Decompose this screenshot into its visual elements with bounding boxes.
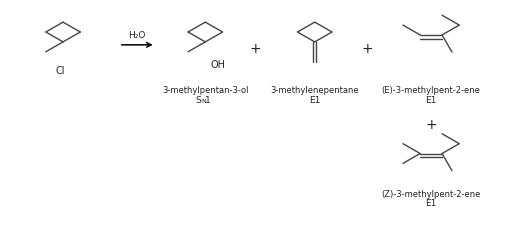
Text: H₂O: H₂O: [129, 31, 146, 40]
Text: N: N: [201, 99, 206, 104]
Text: 1: 1: [206, 95, 211, 104]
Text: E1: E1: [309, 95, 321, 104]
Text: (Z)-3-methylpent-2-ene: (Z)-3-methylpent-2-ene: [381, 189, 481, 198]
Text: E1: E1: [425, 199, 437, 207]
Text: Cl: Cl: [55, 65, 65, 75]
Text: 3-methylpentan-3-ol: 3-methylpentan-3-ol: [162, 85, 248, 94]
Text: +: +: [249, 42, 261, 56]
Text: E1: E1: [425, 95, 437, 104]
Text: +: +: [425, 117, 437, 131]
Text: S: S: [196, 95, 201, 104]
Text: (E)-3-methylpent-2-ene: (E)-3-methylpent-2-ene: [382, 85, 481, 94]
Text: OH: OH: [211, 60, 226, 70]
Text: +: +: [361, 42, 373, 56]
Text: 3-methylenepentane: 3-methylenepentane: [270, 85, 359, 94]
